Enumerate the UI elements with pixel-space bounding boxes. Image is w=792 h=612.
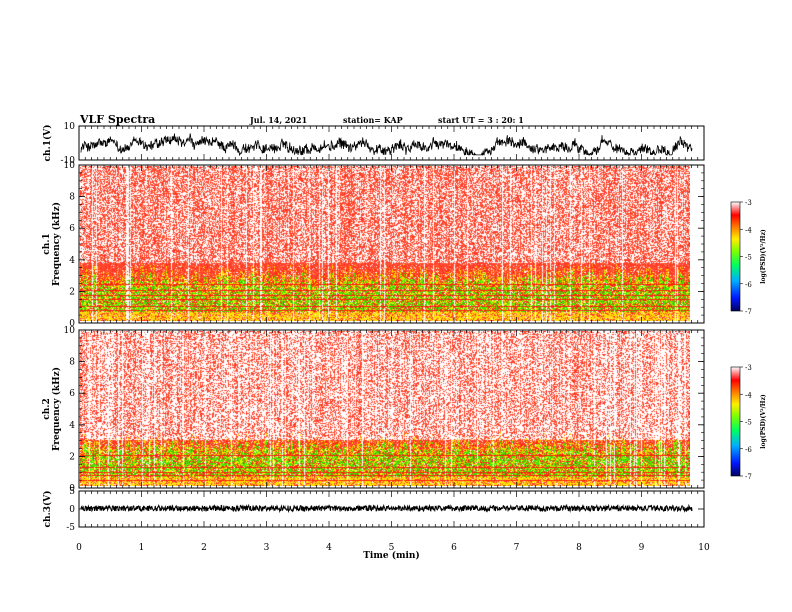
spec1-y-label: Frequency (kHz) xyxy=(51,202,62,286)
spec2-y-label: Frequency (kHz) xyxy=(51,367,62,451)
spec2-ytick-label: 2 xyxy=(69,452,75,462)
ch1-series-line xyxy=(80,133,693,157)
figure-title: VLF Spectra xyxy=(80,113,156,126)
spec2-channel-label: ch.2 xyxy=(42,398,52,419)
colorbar-1 xyxy=(730,201,741,312)
spec1-ytick-label: 10 xyxy=(64,161,76,171)
x-tick-label: 6 xyxy=(451,543,457,553)
x-tick-label: 10 xyxy=(698,543,710,553)
spec1-ytick-label: 4 xyxy=(69,256,75,266)
spec1-ytick-label: 6 xyxy=(69,224,75,234)
start-time-label: start UT = 3 : 20: 1 xyxy=(438,115,524,125)
ch1-y-label: ch.1(V) xyxy=(42,125,53,162)
ch3-ytick-label: 5 xyxy=(69,487,75,497)
panel-frame-2 xyxy=(78,164,705,324)
x-axis-label: Time (min) xyxy=(363,550,420,561)
panel-frame-3 xyxy=(78,329,705,489)
x-tick-label: 4 xyxy=(326,543,332,553)
date-label: Jul. 14, 2021 xyxy=(250,115,308,125)
colorbar-label: log(PSD)(V²/Hz) xyxy=(760,394,767,449)
colorbar-tick-label: -3 xyxy=(745,364,752,372)
spec2-ytick-label: 8 xyxy=(69,358,75,368)
ch3-series-line xyxy=(80,503,693,514)
ch3-ytick-label: -5 xyxy=(66,523,75,533)
x-tick-label: 9 xyxy=(639,543,645,553)
x-tick-label: 8 xyxy=(576,543,582,553)
x-tick-label: 7 xyxy=(514,543,520,553)
x-tick-label: 1 xyxy=(139,543,145,553)
colorbar-2 xyxy=(730,366,741,477)
spec1-ytick-label: 8 xyxy=(69,193,75,203)
colorbar-tick-label: -7 xyxy=(745,473,752,481)
colorbar-tick-label: -6 xyxy=(745,281,752,289)
colorbar-tick-label: -4 xyxy=(745,391,752,399)
x-tick-label: 3 xyxy=(264,543,270,553)
station-label: station= KAP xyxy=(343,115,403,125)
ch3-ytick-label: 0 xyxy=(69,505,75,515)
x-tick-label: 0 xyxy=(76,543,82,553)
spec2-ytick-label: 4 xyxy=(69,421,75,431)
x-tick-label: 5 xyxy=(389,543,395,553)
colorbar-tick-label: -3 xyxy=(745,199,752,207)
colorbar-tick-label: -4 xyxy=(745,226,752,234)
colorbar-tick-label: -5 xyxy=(745,254,752,262)
spec2-ytick-label: 6 xyxy=(69,389,75,399)
ch1-ytick-label: -10 xyxy=(61,156,76,166)
ch1-ytick-label: 10 xyxy=(64,122,76,132)
colorbar-tick-label: -7 xyxy=(745,308,752,316)
colorbar-tick-label: -6 xyxy=(745,446,752,454)
ch2-spectrogram-raster xyxy=(80,331,690,486)
spec1-ytick-label: 2 xyxy=(69,287,75,297)
ch1-spectrogram-raster xyxy=(80,166,690,321)
colorbar-label: log(PSD)(V²/Hz) xyxy=(760,229,767,284)
spec1-ytick-label: 0 xyxy=(69,319,75,329)
spec2-ytick-label: 10 xyxy=(64,326,76,336)
spec2-ytick-label: 0 xyxy=(69,484,75,494)
spec1-channel-label: ch.1 xyxy=(42,233,52,254)
ch3-y-label: ch.3(V) xyxy=(42,491,53,528)
x-tick-label: 2 xyxy=(201,543,207,553)
colorbar-tick-label: -5 xyxy=(745,419,752,427)
